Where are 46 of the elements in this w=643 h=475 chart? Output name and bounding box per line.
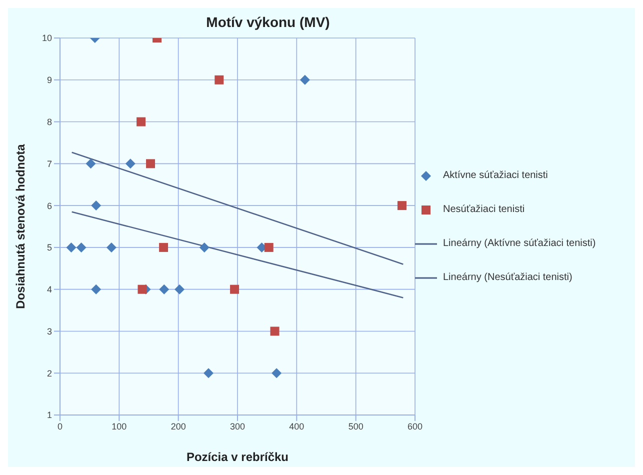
x-tick-label: 100 <box>112 421 127 432</box>
point <box>230 284 240 294</box>
point <box>204 368 214 378</box>
y-tick-label: 8 <box>46 116 52 127</box>
point <box>91 200 102 211</box>
x-tick-label: 400 <box>289 421 304 432</box>
legend-label: Nesúťažiaci tenisti <box>443 204 525 215</box>
x-tick-label: 300 <box>230 421 246 432</box>
y-tick-label: 1 <box>46 410 52 420</box>
point <box>146 159 156 168</box>
x-tick-label: 0 <box>57 421 63 432</box>
y-tick-label: 10 <box>42 33 52 44</box>
y-tick-label: 3 <box>46 326 52 336</box>
y-tick-label: 6 <box>46 200 52 211</box>
legend-label: Lineárny (Aktívne súťažiaci tenisti) <box>443 238 596 249</box>
point <box>86 158 96 169</box>
point <box>272 368 282 378</box>
point <box>136 117 146 126</box>
y-tick-label: 4 <box>46 284 52 295</box>
point <box>270 326 280 336</box>
x-tick-label: 200 <box>170 421 186 432</box>
x-tick-label: 500 <box>348 421 364 432</box>
legend-label: Aktívne súťažiaci tenisti <box>443 170 548 181</box>
point <box>91 284 102 294</box>
y-tick-label: 9 <box>46 75 52 86</box>
y-axis-title: Dosiahnutá stenová hodnota <box>13 144 28 309</box>
x-tick-label: 600 <box>407 421 423 432</box>
point <box>300 74 310 85</box>
point <box>138 284 147 294</box>
point <box>397 201 406 210</box>
point <box>199 242 210 252</box>
point <box>106 242 116 252</box>
point <box>125 158 136 169</box>
legend-label: Lineárny (Nesúťažiaci tenisti) <box>443 272 572 283</box>
point <box>76 242 86 252</box>
point <box>159 284 170 294</box>
point <box>66 242 76 252</box>
chart-title: Motív výkonu (MV) <box>205 14 331 30</box>
y-tick-label: 2 <box>46 368 52 378</box>
point <box>159 242 168 252</box>
point <box>214 75 224 84</box>
y-tick-label: 5 <box>46 242 52 253</box>
y-tick-label: 7 <box>46 158 52 169</box>
point <box>174 284 185 294</box>
point <box>264 242 274 252</box>
x-axis-title: Pozícia v rebríčku <box>186 450 289 464</box>
